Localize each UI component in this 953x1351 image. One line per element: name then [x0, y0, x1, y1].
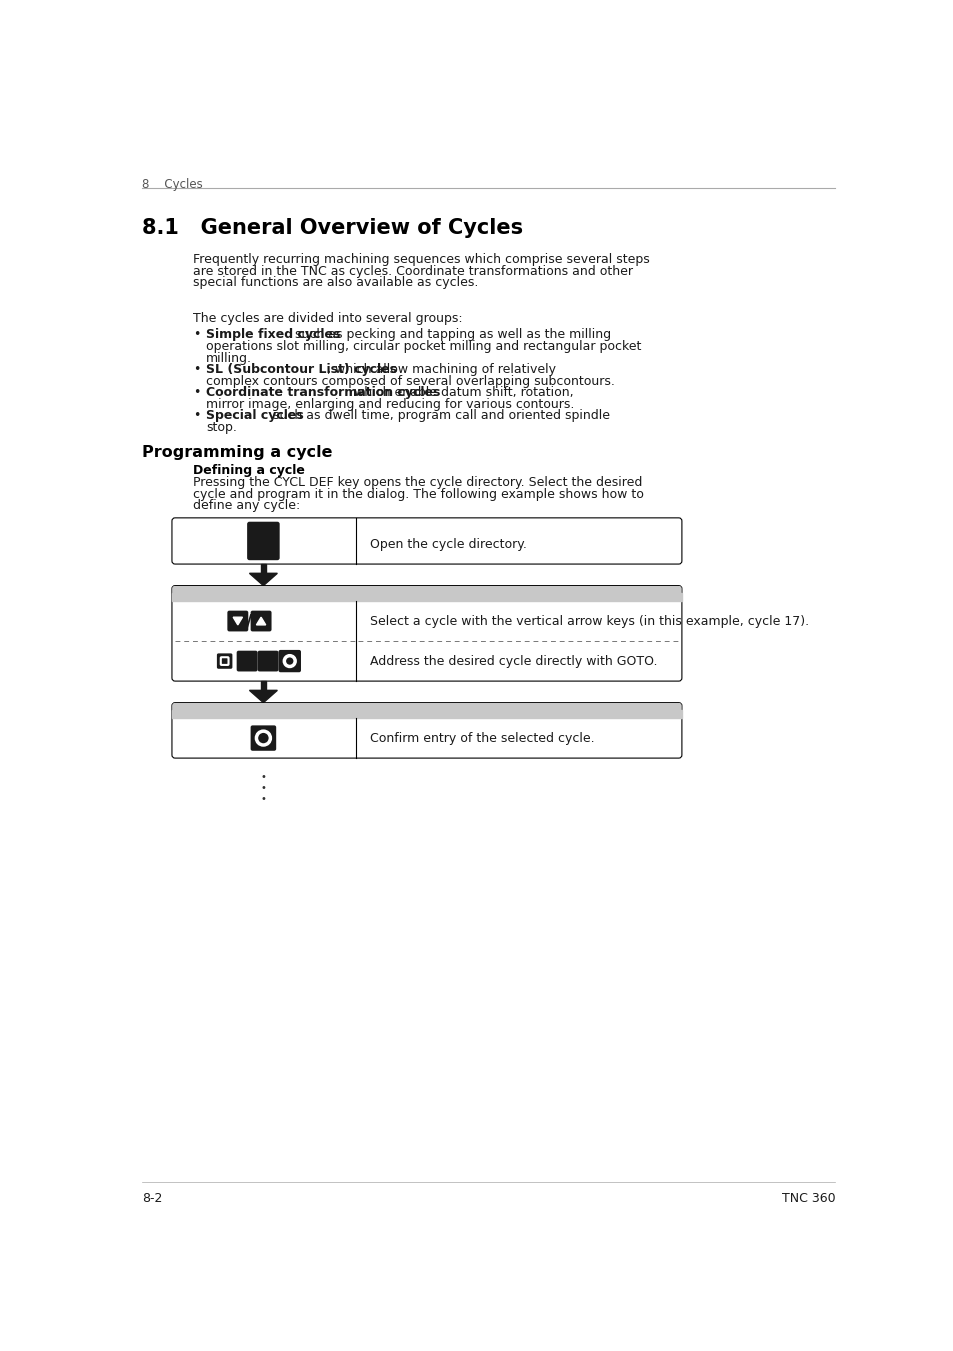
Text: complex contours composed of several overlapping subcontours.: complex contours composed of several ove…	[206, 374, 615, 388]
Text: special functions are also available as cycles.: special functions are also available as …	[193, 276, 477, 289]
Text: Open the cycle directory.: Open the cycle directory.	[370, 538, 527, 551]
FancyBboxPatch shape	[251, 725, 276, 751]
Text: •: •	[193, 409, 200, 423]
FancyBboxPatch shape	[172, 586, 680, 601]
Polygon shape	[260, 565, 266, 573]
Text: operations slot milling, circular pocket milling and rectangular pocket: operations slot milling, circular pocket…	[206, 340, 640, 353]
Text: are stored in the TNC as cycles. Coordinate transformations and other: are stored in the TNC as cycles. Coordin…	[193, 265, 632, 277]
Text: 8-2: 8-2	[142, 1193, 163, 1205]
Text: •: •	[260, 784, 266, 793]
Text: •: •	[260, 794, 266, 804]
Text: which enable datum shift, rotation,: which enable datum shift, rotation,	[350, 386, 573, 399]
Text: The cycles are divided into several groups:: The cycles are divided into several grou…	[193, 312, 462, 326]
Text: Coordinate transformation cycles: Coordinate transformation cycles	[206, 386, 440, 399]
Text: 8    Cycles: 8 Cycles	[142, 177, 203, 190]
FancyBboxPatch shape	[220, 657, 229, 665]
FancyBboxPatch shape	[172, 585, 681, 681]
Text: SL (Subcontour List) cycles: SL (Subcontour List) cycles	[206, 363, 396, 376]
Text: Confirm entry of the selected cycle.: Confirm entry of the selected cycle.	[370, 732, 595, 744]
Text: such as pecking and tapping as well as the milling: such as pecking and tapping as well as t…	[292, 328, 611, 342]
Text: Pressing the CYCL DEF key opens the cycle directory. Select the desired: Pressing the CYCL DEF key opens the cycl…	[193, 477, 641, 489]
Polygon shape	[172, 711, 681, 719]
Text: •: •	[193, 363, 200, 376]
Text: such as dwell time, program call and oriented spindle: such as dwell time, program call and ori…	[269, 409, 609, 423]
FancyBboxPatch shape	[278, 650, 301, 673]
Text: •: •	[260, 773, 266, 782]
Text: Programming a cycle: Programming a cycle	[142, 446, 333, 461]
Text: Select a cycle with the vertical arrow keys (in this example, cycle 17).: Select a cycle with the vertical arrow k…	[370, 615, 809, 628]
FancyBboxPatch shape	[172, 517, 681, 565]
Text: Address the desired cycle directly with GOTO.: Address the desired cycle directly with …	[370, 655, 658, 667]
FancyBboxPatch shape	[247, 521, 279, 561]
Text: mirror image, enlarging and reducing for various contours.: mirror image, enlarging and reducing for…	[206, 397, 574, 411]
Text: /: /	[246, 612, 253, 630]
Text: define any cycle:: define any cycle:	[193, 500, 300, 512]
FancyBboxPatch shape	[227, 611, 248, 631]
FancyBboxPatch shape	[172, 703, 681, 758]
Text: •: •	[193, 328, 200, 342]
Text: Special cycles: Special cycles	[206, 409, 303, 423]
Text: TNC 360: TNC 360	[781, 1193, 835, 1205]
Text: stop.: stop.	[206, 422, 236, 434]
Polygon shape	[260, 681, 266, 690]
Polygon shape	[172, 593, 681, 601]
FancyBboxPatch shape	[172, 703, 680, 717]
Text: Defining a cycle: Defining a cycle	[193, 463, 304, 477]
Polygon shape	[233, 617, 242, 626]
Text: cycle and program it in the dialog. The following example shows how to: cycle and program it in the dialog. The …	[193, 488, 643, 501]
Text: 8.1   General Overview of Cycles: 8.1 General Overview of Cycles	[142, 218, 523, 238]
Text: Frequently recurring machining sequences which comprise several steps: Frequently recurring machining sequences…	[193, 253, 649, 266]
Text: •: •	[193, 386, 200, 399]
Text: , which allow machining of relatively: , which allow machining of relatively	[327, 363, 556, 376]
Polygon shape	[249, 573, 277, 585]
FancyBboxPatch shape	[251, 611, 272, 631]
Text: milling.: milling.	[206, 351, 252, 365]
FancyBboxPatch shape	[257, 651, 278, 671]
Text: Simple fixed cycles: Simple fixed cycles	[206, 328, 340, 342]
Polygon shape	[256, 617, 266, 626]
Polygon shape	[249, 690, 277, 703]
FancyBboxPatch shape	[236, 651, 257, 671]
FancyBboxPatch shape	[216, 654, 233, 669]
